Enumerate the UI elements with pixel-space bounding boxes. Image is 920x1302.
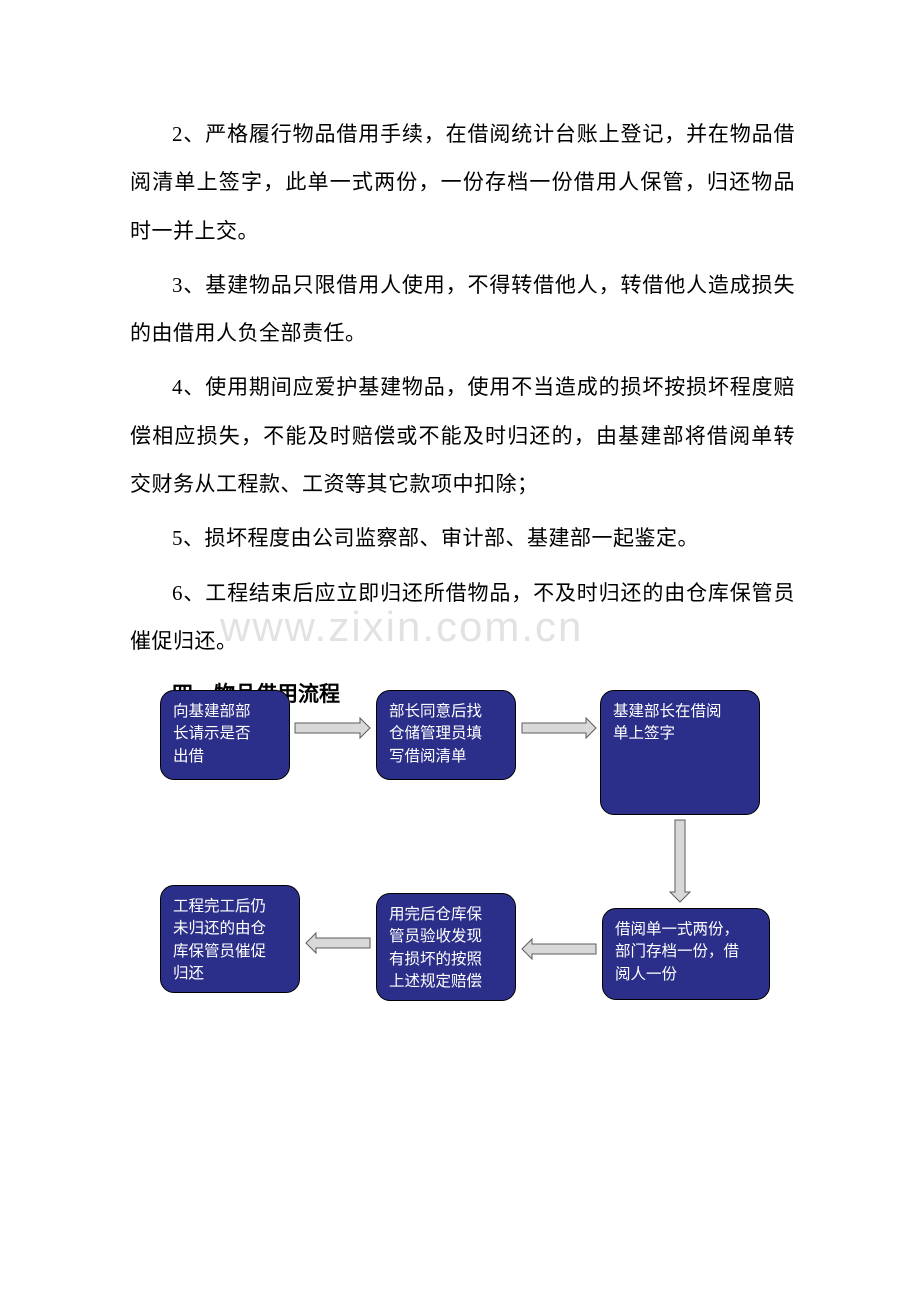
flow-node-n5: 用完后仓库保管员验收发现有损坏的按照上述规定赔偿 (376, 893, 516, 1001)
flow-arrow (295, 718, 370, 738)
flowchart: 向基建部部长请示是否出借部长同意后找仓储管理员填写借阅清单基建部长在借阅单上签字… (130, 690, 790, 1050)
flow-node-n1: 向基建部部长请示是否出借 (160, 690, 290, 780)
paragraph-6: 6、工程结束后应立即归还所借物品，不及时归还的由仓库保管员催促归还。 (130, 569, 795, 666)
flow-arrow (306, 933, 370, 953)
paragraph-3: 3、基建物品只限借用人使用，不得转借他人，转借他人造成损失的由借用人负全部责任。 (130, 261, 795, 358)
page: 2、严格履行物品借用手续，在借阅统计台账上登记，并在物品借阅清单上签字，此单一式… (0, 0, 920, 1302)
flow-node-n4: 借阅单一式两份，部门存档一份，借阅人一份 (602, 908, 770, 1000)
paragraph-4: 4、使用期间应爱护基建物品，使用不当造成的损坏按损坏程度赔偿相应损失，不能及时赔… (130, 363, 795, 508)
flow-arrow (670, 820, 690, 902)
paragraph-2: 2、严格履行物品借用手续，在借阅统计台账上登记，并在物品借阅清单上签字，此单一式… (130, 110, 795, 255)
flow-node-n2: 部长同意后找仓储管理员填写借阅清单 (376, 690, 516, 780)
flow-node-n3: 基建部长在借阅单上签字 (600, 690, 760, 815)
flow-arrow (522, 718, 596, 738)
paragraph-5: 5、损坏程度由公司监察部、审计部、基建部一起鉴定。 (130, 514, 795, 562)
flow-node-n6: 工程完工后仍未归还的由仓库保管员催促归还 (160, 885, 300, 993)
flow-arrow (522, 939, 596, 959)
